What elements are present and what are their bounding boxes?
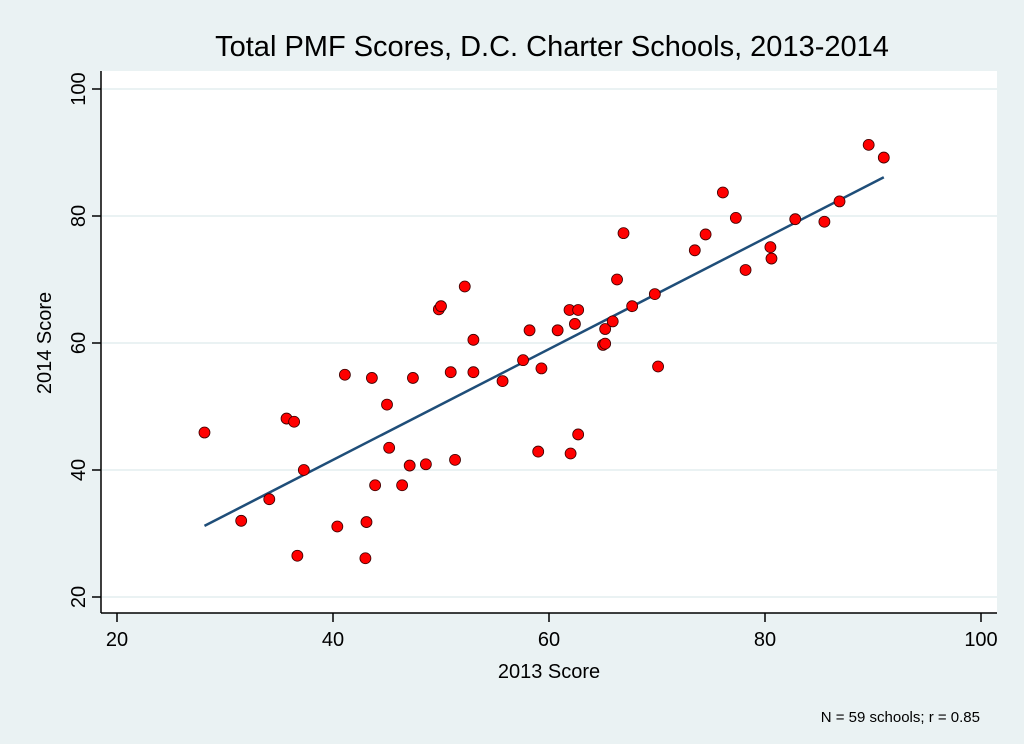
data-point bbox=[551, 324, 564, 337]
data-point bbox=[569, 318, 581, 330]
data-point bbox=[297, 464, 310, 476]
data-point bbox=[467, 366, 480, 379]
data-point bbox=[818, 215, 831, 228]
data-point bbox=[288, 415, 301, 428]
data-point bbox=[496, 375, 509, 388]
x-axis-label: 2013 Score bbox=[498, 661, 600, 683]
data-point bbox=[765, 252, 778, 265]
data-point bbox=[877, 151, 890, 164]
chart-note: N = 59 schools; r = 0.85 bbox=[821, 709, 980, 726]
data-point bbox=[523, 324, 536, 337]
data-point bbox=[458, 280, 471, 293]
fit-line bbox=[203, 176, 885, 527]
data-point bbox=[396, 479, 409, 492]
data-point bbox=[360, 516, 373, 528]
data-point bbox=[599, 323, 612, 335]
chart-title: Total PMF Scores, D.C. Charter Schools, … bbox=[215, 31, 889, 63]
data-point bbox=[833, 195, 846, 208]
x-tick-label: 60 bbox=[538, 629, 560, 651]
data-point bbox=[198, 426, 211, 439]
data-point bbox=[532, 445, 545, 458]
data-point bbox=[699, 228, 712, 241]
data-point bbox=[381, 398, 393, 411]
data-point bbox=[369, 479, 382, 492]
data-point bbox=[449, 453, 461, 466]
data-point bbox=[365, 372, 378, 384]
y-tick-label: 100 bbox=[68, 72, 90, 105]
data-point bbox=[235, 514, 248, 527]
data-point bbox=[606, 315, 619, 328]
data-point bbox=[291, 549, 304, 562]
data-point bbox=[688, 244, 701, 257]
data-point bbox=[572, 304, 585, 316]
data-point bbox=[407, 372, 419, 384]
x-tick-label: 40 bbox=[322, 629, 344, 651]
data-point bbox=[626, 300, 639, 313]
data-point bbox=[611, 273, 623, 286]
data-point bbox=[419, 458, 432, 471]
y-tick-label: 60 bbox=[68, 332, 90, 354]
data-point bbox=[444, 366, 457, 379]
y-tick-label: 20 bbox=[68, 586, 90, 608]
y-tick-label: 40 bbox=[68, 459, 90, 481]
data-point bbox=[535, 362, 548, 375]
data-point bbox=[435, 300, 447, 313]
x-tick-label: 80 bbox=[754, 629, 776, 651]
data-point bbox=[652, 360, 664, 373]
data-point bbox=[648, 288, 661, 301]
data-point bbox=[716, 186, 729, 199]
data-point bbox=[564, 447, 577, 460]
data-point bbox=[383, 441, 396, 454]
data-point bbox=[467, 333, 480, 346]
data-point bbox=[617, 227, 630, 240]
data-point bbox=[263, 493, 276, 506]
data-point bbox=[572, 428, 585, 441]
data-point bbox=[331, 520, 344, 533]
data-point bbox=[739, 264, 752, 276]
data-point bbox=[517, 354, 529, 367]
y-tick-label: 80 bbox=[68, 205, 90, 227]
data-point bbox=[403, 459, 416, 472]
x-tick-label: 20 bbox=[106, 629, 128, 651]
data-point bbox=[359, 552, 372, 565]
data-point bbox=[789, 213, 802, 226]
x-tick-label: 100 bbox=[964, 629, 997, 651]
data-point bbox=[599, 337, 612, 350]
y-axis-label: 2014 Score bbox=[34, 292, 56, 394]
data-point bbox=[338, 368, 351, 381]
data-point bbox=[729, 212, 742, 224]
data-point bbox=[862, 138, 875, 151]
data-point bbox=[764, 241, 777, 254]
